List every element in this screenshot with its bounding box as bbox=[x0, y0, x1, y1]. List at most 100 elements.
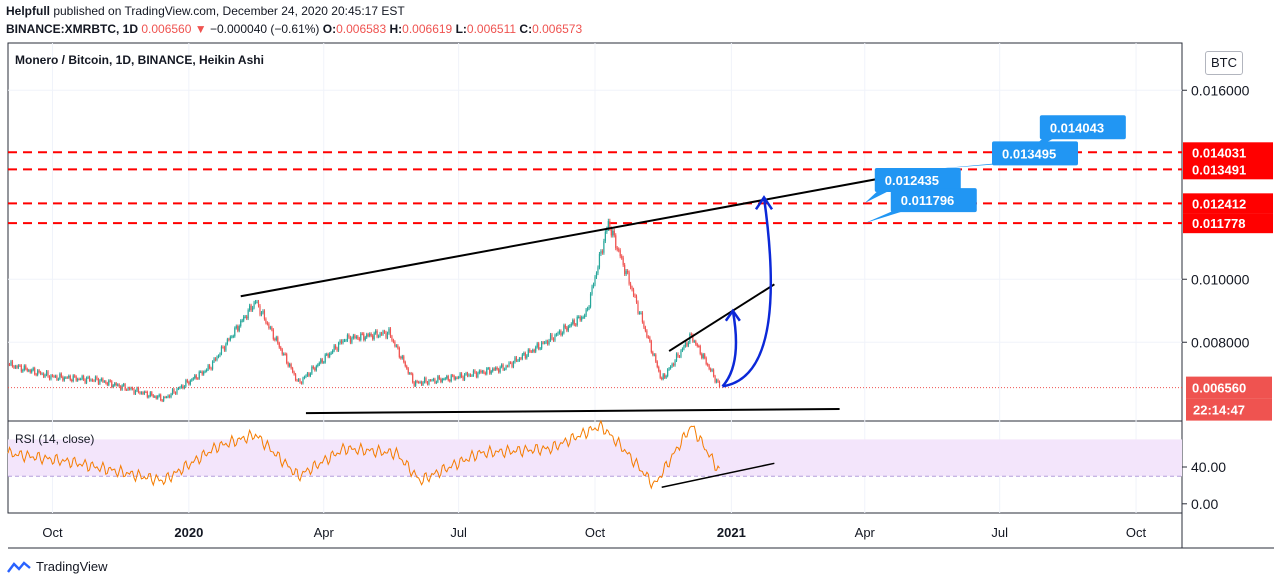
short-projection-arrow bbox=[721, 310, 738, 388]
candle-body bbox=[495, 367, 497, 370]
candle-body bbox=[382, 331, 384, 335]
candle-body bbox=[610, 228, 612, 236]
candle-body bbox=[85, 377, 88, 383]
candle-body bbox=[492, 368, 494, 372]
candle-body bbox=[656, 361, 658, 367]
candle-body bbox=[489, 368, 491, 374]
candle-body bbox=[501, 364, 503, 367]
price-callout bbox=[874, 168, 961, 193]
candle-body bbox=[650, 341, 652, 353]
candle-body bbox=[471, 375, 473, 377]
candle-body bbox=[127, 387, 129, 390]
candle-body bbox=[459, 373, 461, 378]
candle-body bbox=[214, 358, 217, 360]
candle-body bbox=[317, 364, 319, 367]
callout-pointer bbox=[930, 163, 1009, 170]
candle-body bbox=[277, 337, 279, 344]
candle-body bbox=[502, 364, 504, 370]
candle-body bbox=[256, 301, 258, 303]
tradingview-logo[interactable]: TradingView bbox=[6, 559, 108, 574]
candle-body bbox=[526, 355, 528, 359]
candle-body bbox=[51, 375, 54, 377]
candle-body bbox=[340, 340, 343, 343]
candle-body bbox=[572, 320, 574, 324]
candle-body bbox=[468, 374, 470, 376]
candle-body bbox=[684, 342, 687, 347]
candle-body bbox=[91, 379, 94, 381]
candle-body bbox=[211, 361, 214, 370]
candle-body bbox=[386, 333, 389, 338]
candle-body bbox=[137, 387, 140, 393]
candle-body bbox=[334, 345, 337, 349]
candle-body bbox=[99, 380, 101, 384]
y-tick-label: 0.010000 bbox=[1191, 271, 1250, 287]
candle-body bbox=[518, 358, 521, 361]
candle-body bbox=[659, 371, 661, 378]
candle-body bbox=[444, 378, 446, 380]
candle-body bbox=[584, 315, 586, 318]
candle-body bbox=[358, 338, 360, 340]
candle-body bbox=[45, 371, 48, 375]
candle-body bbox=[59, 373, 61, 379]
candle-body bbox=[483, 371, 485, 373]
candle-body bbox=[174, 392, 177, 394]
candle-body bbox=[78, 378, 80, 380]
candle-body bbox=[509, 362, 512, 364]
trend-line bbox=[305, 408, 840, 415]
candle-body bbox=[603, 240, 605, 253]
candle-body bbox=[275, 337, 277, 340]
candle-body bbox=[351, 338, 353, 343]
candle-body bbox=[478, 370, 480, 373]
candle-body bbox=[23, 365, 25, 371]
series-legend: Monero / Bitcoin, 1D, BINANCE, Heikin As… bbox=[15, 53, 264, 67]
candle-body bbox=[680, 350, 682, 357]
candle-body bbox=[632, 289, 635, 296]
close-value: 0.006573 bbox=[532, 22, 583, 36]
candle-body bbox=[669, 366, 672, 369]
candle-body bbox=[177, 388, 180, 390]
candle-body bbox=[515, 357, 518, 361]
trend-line bbox=[668, 283, 775, 352]
candle-body bbox=[204, 371, 206, 373]
candle-body bbox=[449, 380, 451, 382]
candle-body bbox=[191, 379, 193, 381]
candle-body bbox=[309, 373, 311, 376]
candle-body bbox=[149, 392, 151, 397]
candle-body bbox=[37, 370, 39, 375]
candle-body bbox=[207, 365, 209, 370]
candle-body bbox=[582, 317, 584, 319]
candle-body bbox=[114, 383, 116, 386]
candle-body bbox=[512, 362, 515, 367]
candle-body bbox=[511, 362, 513, 367]
candle-body bbox=[455, 377, 457, 380]
x-tick-label: 2020 bbox=[174, 525, 203, 540]
countdown-label: 22:14:47 bbox=[1193, 403, 1245, 418]
candle-body bbox=[240, 320, 242, 327]
candle-body bbox=[237, 326, 239, 331]
candle-body bbox=[637, 302, 639, 314]
candle-body bbox=[42, 373, 45, 377]
candle-body bbox=[229, 336, 231, 340]
candle-body bbox=[380, 333, 383, 335]
candle-body bbox=[711, 369, 713, 371]
candle-body bbox=[303, 376, 306, 379]
candle-body bbox=[182, 385, 184, 389]
candle-body bbox=[60, 373, 62, 377]
candle-body bbox=[232, 336, 234, 338]
candle-body bbox=[289, 364, 291, 367]
down-arrow-icon: ▼ bbox=[194, 22, 207, 36]
candle-body bbox=[87, 376, 89, 378]
candle-body bbox=[598, 253, 601, 268]
currency-button[interactable]: BTC bbox=[1205, 51, 1243, 75]
candle-body bbox=[254, 301, 257, 303]
candle-body bbox=[349, 337, 352, 343]
candle-body bbox=[420, 381, 423, 385]
candle-body bbox=[653, 354, 655, 356]
candle-body bbox=[332, 350, 334, 353]
candle-body bbox=[557, 333, 559, 335]
candle-body bbox=[646, 330, 648, 337]
candle-body bbox=[508, 362, 510, 367]
candle-body bbox=[493, 368, 495, 370]
candle-body bbox=[32, 368, 34, 370]
